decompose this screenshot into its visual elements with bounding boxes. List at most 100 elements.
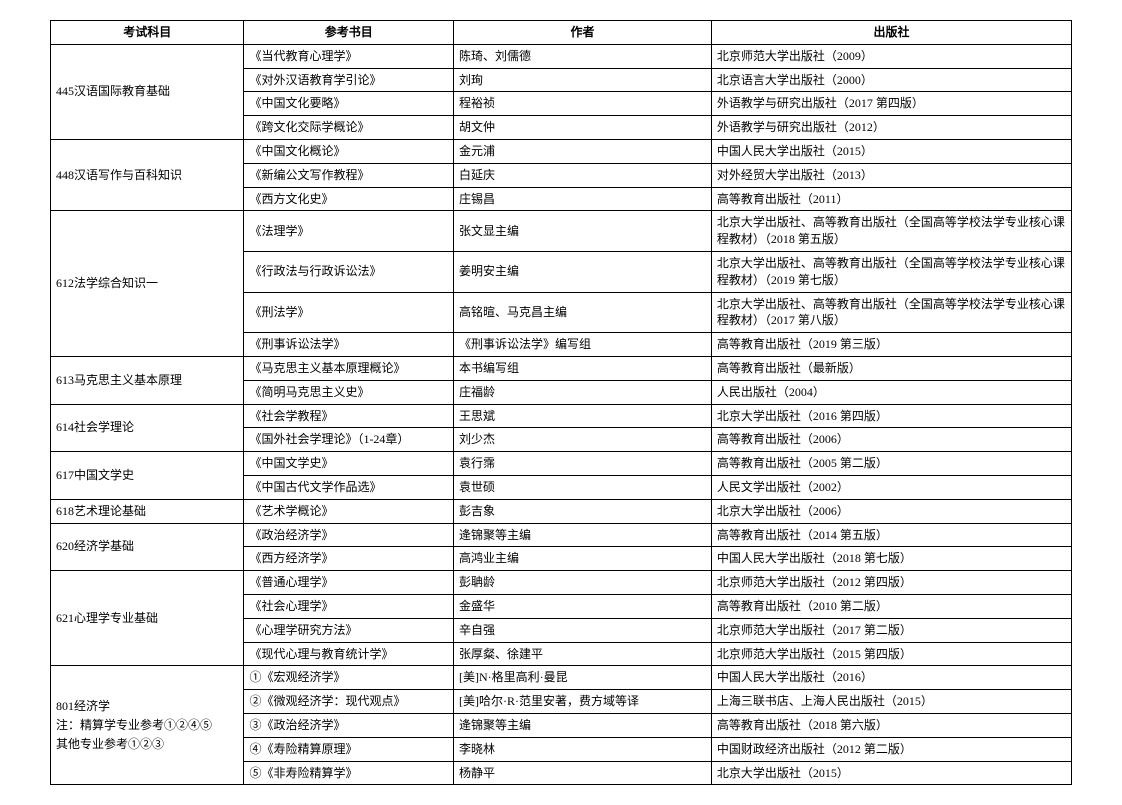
author-cell: 程裕祯 — [454, 92, 712, 116]
publisher-cell: 高等教育出版社（2018 第六版） — [711, 713, 1071, 737]
author-cell: 刘少杰 — [454, 428, 712, 452]
subject-label: 621心理学专业基础 — [56, 611, 158, 625]
book-cell: 《心理学研究方法》 — [244, 618, 454, 642]
author-cell: 逄锦聚等主编 — [454, 713, 712, 737]
publisher-cell: 高等教育出版社（2019 第三版） — [711, 333, 1071, 357]
publisher-cell: 高等教育出版社（2014 第五版） — [711, 523, 1071, 547]
book-cell: 《刑法学》 — [244, 292, 454, 333]
book-cell: 《社会心理学》 — [244, 594, 454, 618]
publisher-cell: 高等教育出版社（最新版） — [711, 356, 1071, 380]
author-cell: [美]N·格里高利·曼昆 — [454, 666, 712, 690]
subject-cell: 621心理学专业基础 — [51, 571, 244, 666]
book-cell: 《简明马克思主义史》 — [244, 380, 454, 404]
table-row: 618艺术理论基础《艺术学概论》彭吉象北京大学出版社（2006） — [51, 499, 1072, 523]
subject-cell: 617中国文学史 — [51, 452, 244, 500]
subject-cell: 612法学综合知识一 — [51, 211, 244, 357]
author-cell: [美]哈尔·R·范里安著，费方域等译 — [454, 690, 712, 714]
subject-label: 612法学综合知识一 — [56, 276, 158, 290]
subject-label: 620经济学基础 — [56, 539, 134, 553]
col-header-book: 参考书目 — [244, 21, 454, 45]
table-row: 613马克思主义基本原理《马克思主义基本原理概论》本书编写组高等教育出版社（最新… — [51, 356, 1072, 380]
reference-books-table: 考试科目 参考书目 作者 出版社 445汉语国际教育基础 《当代教育心理学》陈琦、… — [50, 20, 1072, 785]
table-row: 612法学综合知识一《法理学》张文显主编北京大学出版社、高等教育出版社（全国高等… — [51, 211, 1072, 252]
table-body: 445汉语国际教育基础 《当代教育心理学》陈琦、刘儒德北京师范大学出版社（2009… — [51, 44, 1072, 785]
book-cell: 《中国古代文学作品选》 — [244, 475, 454, 499]
author-cell: 陈琦、刘儒德 — [454, 44, 712, 68]
author-cell: 《刑事诉讼法学》编写组 — [454, 333, 712, 357]
author-cell: 彭吉象 — [454, 499, 712, 523]
publisher-cell: 北京大学出版社（2016 第四版） — [711, 404, 1071, 428]
author-cell: 胡文仲 — [454, 116, 712, 140]
book-cell: 《社会学教程》 — [244, 404, 454, 428]
table-row: 621心理学专业基础《普通心理学》彭聃龄北京师范大学出版社（2012 第四版） — [51, 571, 1072, 595]
author-cell: 张文显主编 — [454, 211, 712, 252]
author-cell: 高鸿业主编 — [454, 547, 712, 571]
author-cell: 李晓林 — [454, 737, 712, 761]
table-row: 620经济学基础《政治经济学》逄锦聚等主编高等教育出版社（2014 第五版） — [51, 523, 1072, 547]
publisher-cell: 中国人民大学出版社（2018 第七版） — [711, 547, 1071, 571]
subject-cell: 613马克思主义基本原理 — [51, 356, 244, 404]
table-row: 445汉语国际教育基础《当代教育心理学》陈琦、刘儒德北京师范大学出版社（2009… — [51, 44, 1072, 68]
publisher-cell: 人民文学出版社（2002） — [711, 475, 1071, 499]
table-row: 801经济学注：精算学专业参考①②④⑤其他专业参考①②③①《宏观经济学》[美]N… — [51, 666, 1072, 690]
publisher-cell: 高等教育出版社（2005 第二版） — [711, 452, 1071, 476]
author-cell: 杨静平 — [454, 761, 712, 785]
book-cell: 《政治经济学》 — [244, 523, 454, 547]
publisher-cell: 北京师范大学出版社（2017 第二版） — [711, 618, 1071, 642]
author-cell: 本书编写组 — [454, 356, 712, 380]
author-cell: 庄福龄 — [454, 380, 712, 404]
publisher-cell: 中国财政经济出版社（2012 第二版） — [711, 737, 1071, 761]
publisher-cell: 北京大学出版社、高等教育出版社（全国高等学校法学专业核心课程教材）（2018 第… — [711, 211, 1071, 252]
book-cell: 《刑事诉讼法学》 — [244, 333, 454, 357]
publisher-cell: 高等教育出版社（2010 第二版） — [711, 594, 1071, 618]
publisher-cell: 外语教学与研究出版社（2012） — [711, 116, 1071, 140]
subject-cell: 618艺术理论基础 — [51, 499, 244, 523]
book-cell: 《行政法与行政诉讼法》 — [244, 251, 454, 292]
author-cell: 袁世硕 — [454, 475, 712, 499]
book-cell: 《西方文化史》 — [244, 187, 454, 211]
book-cell: ②《微观经济学：现代观点》 — [244, 690, 454, 714]
author-cell: 庄锡昌 — [454, 187, 712, 211]
author-cell: 逄锦聚等主编 — [454, 523, 712, 547]
table-header-row: 考试科目 参考书目 作者 出版社 — [51, 21, 1072, 45]
author-cell: 金盛华 — [454, 594, 712, 618]
col-header-publisher: 出版社 — [711, 21, 1071, 45]
table-row: 614社会学理论《社会学教程》王思斌北京大学出版社（2016 第四版） — [51, 404, 1072, 428]
subject-cell: 614社会学理论 — [51, 404, 244, 452]
subject-cell: 445汉语国际教育基础 — [51, 44, 244, 139]
publisher-cell: 北京师范大学出版社（2015 第四版） — [711, 642, 1071, 666]
subject-label: 618艺术理论基础 — [56, 504, 146, 518]
publisher-cell: 高等教育出版社（2011） — [711, 187, 1071, 211]
book-cell: 《当代教育心理学》 — [244, 44, 454, 68]
book-cell: 《中国文化概论》 — [244, 139, 454, 163]
book-cell: ⑤《非寿险精算学》 — [244, 761, 454, 785]
publisher-cell: 上海三联书店、上海人民出版社（2015） — [711, 690, 1071, 714]
publisher-cell: 北京大学出版社（2015） — [711, 761, 1071, 785]
publisher-cell: 北京师范大学出版社（2012 第四版） — [711, 571, 1071, 595]
book-cell: ①《宏观经济学》 — [244, 666, 454, 690]
book-cell: 《艺术学概论》 — [244, 499, 454, 523]
book-cell: 《对外汉语教育学引论》 — [244, 68, 454, 92]
subject-label: 801经济学 — [56, 699, 110, 713]
subject-cell: 448汉语写作与百科知识 — [51, 139, 244, 210]
subject-label: 613马克思主义基本原理 — [56, 373, 182, 387]
author-cell: 王思斌 — [454, 404, 712, 428]
book-cell: 《西方经济学》 — [244, 547, 454, 571]
subject-label: 445汉语国际教育基础 — [56, 84, 170, 98]
author-cell: 辛自强 — [454, 618, 712, 642]
subject-note: 注：精算学专业参考①②④⑤ — [56, 717, 238, 734]
publisher-cell: 北京师范大学出版社（2009） — [711, 44, 1071, 68]
subject-cell: 801经济学注：精算学专业参考①②④⑤ 其他专业参考①②③ — [51, 666, 244, 785]
publisher-cell: 对外经贸大学出版社（2013） — [711, 163, 1071, 187]
publisher-cell: 北京大学出版社、高等教育出版社（全国高等学校法学专业核心课程教材）（2019 第… — [711, 251, 1071, 292]
author-cell: 姜明安主编 — [454, 251, 712, 292]
publisher-cell: 外语教学与研究出版社（2017 第四版） — [711, 92, 1071, 116]
subject-note: 其他专业参考①②③ — [56, 736, 238, 753]
author-cell: 白延庆 — [454, 163, 712, 187]
author-cell: 刘珣 — [454, 68, 712, 92]
subject-label: 448汉语写作与百科知识 — [56, 168, 182, 182]
subject-cell: 620经济学基础 — [51, 523, 244, 571]
publisher-cell: 中国人民大学出版社（2015） — [711, 139, 1071, 163]
subject-label: 614社会学理论 — [56, 420, 134, 434]
book-cell: ③《政治经济学》 — [244, 713, 454, 737]
